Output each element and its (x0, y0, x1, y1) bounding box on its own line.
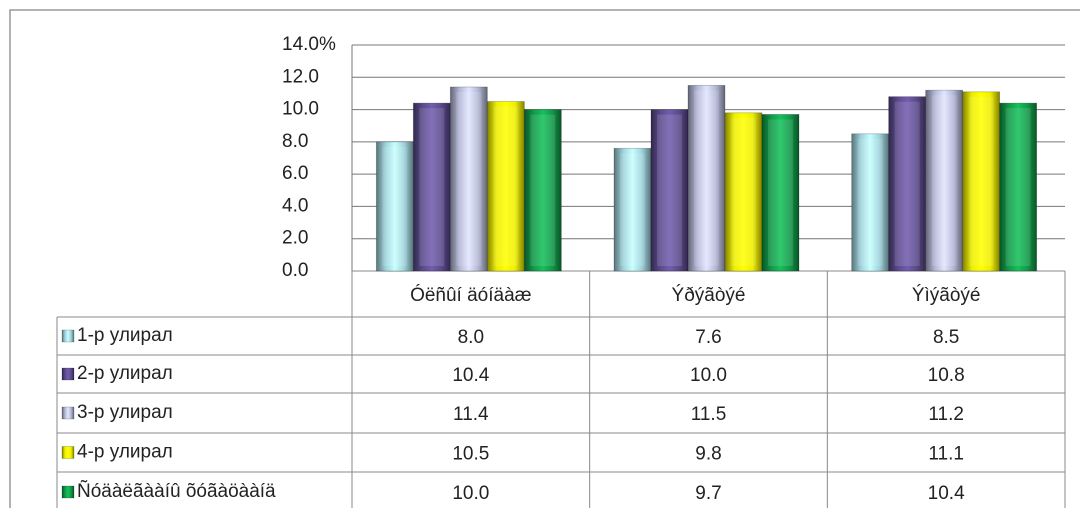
bar-bevel (620, 153, 645, 266)
bar (724, 112, 763, 272)
bar-bevel (657, 114, 682, 266)
table-value: 10.0 (452, 483, 489, 504)
table-value: 7.6 (695, 327, 721, 348)
bar (449, 86, 488, 272)
bar (851, 133, 890, 272)
bar (375, 141, 414, 272)
bar-bevel (768, 119, 793, 267)
legend-key (61, 485, 75, 499)
y-tick-label: 12.0 (282, 66, 319, 87)
bar-bevel (419, 108, 445, 266)
legend-key (61, 406, 75, 420)
legend-label: 4-р улирал (77, 442, 173, 463)
bar-bevel (493, 106, 519, 266)
bar (888, 96, 927, 272)
table-value: 8.0 (458, 327, 484, 348)
bar-bevel (968, 96, 994, 266)
table-value: 10.5 (452, 444, 489, 465)
bar-bevel (456, 91, 482, 266)
table-value: 10.4 (928, 483, 965, 504)
bar (687, 84, 726, 272)
table-value: 8.5 (933, 327, 959, 348)
table-value: 11.4 (453, 404, 489, 425)
table-value: 9.7 (695, 483, 721, 504)
legend-label: 2-р улирал (77, 363, 173, 384)
legend-label: 1-р улирал (77, 325, 173, 346)
bar (761, 114, 800, 272)
bar (925, 89, 964, 272)
bar (650, 109, 689, 272)
bar-bevel (857, 138, 883, 266)
y-tick-label: 10.0 (282, 99, 319, 120)
legend-label: 3-р улирал (77, 402, 173, 423)
bar-bevel (931, 95, 957, 266)
table-value: 10.4 (452, 365, 489, 386)
table-value: 11.2 (928, 404, 964, 425)
table-value: 10.0 (690, 365, 727, 386)
bar-bevel (694, 90, 719, 266)
bar-bevel (530, 114, 556, 266)
table-value: 10.8 (928, 365, 965, 386)
bar (999, 102, 1038, 272)
x-tick-label: Óëñûí äóíäàæ (410, 284, 532, 306)
x-tick-label: Ýðýãòýé (672, 285, 746, 306)
bar-bevel (731, 117, 756, 266)
bar (962, 91, 1001, 272)
y-tick-label: 0.0 (282, 260, 308, 281)
x-tick-label: Ýìýãòýé (912, 285, 981, 306)
legend-key (61, 446, 75, 459)
y-tick-label: 14.0% (282, 34, 336, 55)
bar-bevel (894, 101, 920, 267)
table-value: 9.8 (695, 444, 721, 465)
table-value: 11.5 (691, 404, 727, 425)
table-value: 11.1 (928, 444, 964, 465)
bar (412, 102, 451, 272)
bar-bevel (382, 146, 408, 266)
legend-label: Ñóäàëãààíû õóãàöààíä (77, 480, 276, 502)
bar-bevel (1005, 108, 1031, 266)
legend-key (61, 367, 75, 381)
y-tick-label: 8.0 (282, 131, 308, 152)
frame (9, 9, 1080, 513)
bar (486, 101, 525, 272)
y-tick-label: 4.0 (282, 195, 308, 216)
y-tick-label: 6.0 (282, 163, 308, 184)
bar (523, 109, 562, 272)
y-tick-label: 2.0 (282, 228, 308, 249)
legend-key (61, 329, 75, 343)
